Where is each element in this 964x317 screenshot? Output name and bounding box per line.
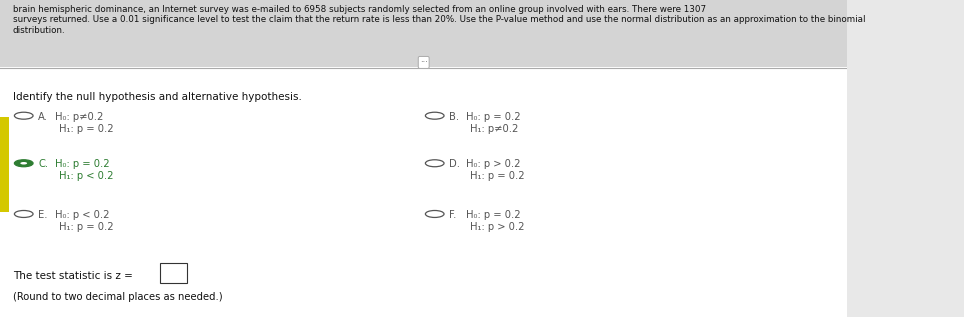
Text: H₁: p = 0.2: H₁: p = 0.2 xyxy=(60,124,114,134)
Text: H₁: p < 0.2: H₁: p < 0.2 xyxy=(60,171,114,181)
Text: ···: ··· xyxy=(419,58,428,67)
Text: H₁: p = 0.2: H₁: p = 0.2 xyxy=(60,222,114,232)
Text: (Round to two decimal places as needed.): (Round to two decimal places as needed.) xyxy=(13,292,223,302)
Text: The test statistic is z =: The test statistic is z = xyxy=(13,271,133,281)
Circle shape xyxy=(14,160,33,167)
Text: H₀: p = 0.2: H₀: p = 0.2 xyxy=(466,210,521,220)
Text: brain hemispheric dominance, an Internet survey was e-mailed to 6958 subjects ra: brain hemispheric dominance, an Internet… xyxy=(13,5,866,35)
Text: Identify the null hypothesis and alternative hypothesis.: Identify the null hypothesis and alterna… xyxy=(13,92,302,102)
Circle shape xyxy=(425,210,444,217)
Circle shape xyxy=(14,112,33,119)
Text: B.: B. xyxy=(449,112,459,122)
Text: C.: C. xyxy=(39,159,48,169)
Text: H₁: p = 0.2: H₁: p = 0.2 xyxy=(470,171,525,181)
Circle shape xyxy=(20,162,27,165)
Text: H₀: p = 0.2: H₀: p = 0.2 xyxy=(55,159,110,169)
FancyBboxPatch shape xyxy=(0,67,847,317)
Circle shape xyxy=(425,112,444,119)
Text: A.: A. xyxy=(39,112,48,122)
Text: D.: D. xyxy=(449,159,460,169)
Text: H₀: p = 0.2: H₀: p = 0.2 xyxy=(466,112,521,122)
FancyBboxPatch shape xyxy=(0,117,10,212)
Text: H₁: p > 0.2: H₁: p > 0.2 xyxy=(470,222,524,232)
Text: H₁: p≠0.2: H₁: p≠0.2 xyxy=(470,124,519,134)
Circle shape xyxy=(14,210,33,217)
FancyBboxPatch shape xyxy=(0,0,847,67)
Text: H₀: p > 0.2: H₀: p > 0.2 xyxy=(466,159,521,169)
FancyBboxPatch shape xyxy=(160,263,187,283)
Circle shape xyxy=(425,160,444,167)
Text: F.: F. xyxy=(449,210,457,220)
Text: E.: E. xyxy=(39,210,47,220)
Text: H₀: p < 0.2: H₀: p < 0.2 xyxy=(55,210,110,220)
Text: H₀: p≠0.2: H₀: p≠0.2 xyxy=(55,112,103,122)
